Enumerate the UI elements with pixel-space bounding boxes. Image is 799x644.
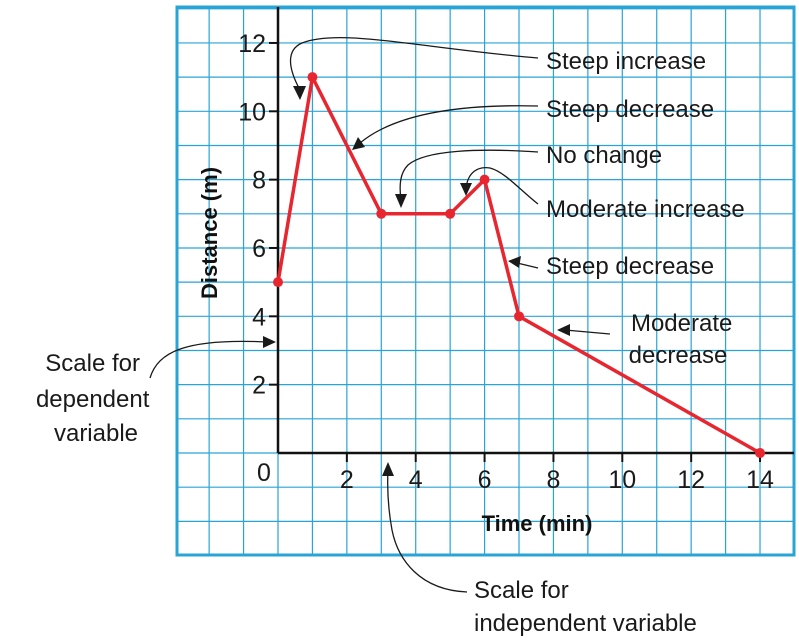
arrow-steep-decrease-1 [359, 105, 539, 144]
y-tick-label: 10 [238, 98, 266, 126]
annotation-moderate-decrease: Moderate decrease [629, 310, 739, 369]
x-tick-label: 0 [257, 459, 271, 487]
grid [177, 7, 794, 555]
x-tick-label: 14 [746, 466, 774, 494]
arrowhead-steep-decrease-2 [508, 256, 521, 268]
series [273, 72, 766, 458]
tick-labels: 2 4 6 8 10 12 0 2 4 6 8 10 12 14 [238, 30, 774, 494]
arrowhead-dependent-scale [263, 336, 276, 348]
y-axis-title: Distance (m) [197, 167, 222, 299]
y-tick-label: 6 [252, 235, 266, 263]
axes [269, 7, 794, 462]
x-axis-title: Time (min) [482, 511, 593, 536]
data-point [307, 72, 318, 83]
annotations: Steep increase Steep decrease No change … [36, 48, 745, 637]
x-tick-label: 8 [546, 466, 560, 494]
arrow-moderate-increase [465, 166, 539, 205]
annotation-steep-decrease-1: Steep decrease [546, 96, 714, 123]
arrowhead-steep-increase [293, 86, 306, 100]
arrow-dependent-scale [149, 340, 269, 379]
annotation-dependent-scale: Scale for dependent variable [36, 350, 156, 447]
annotation-independent-scale: Scale for independent variable [474, 577, 697, 637]
arrow-steep-increase [289, 36, 539, 91]
x-tick-label: 6 [478, 466, 492, 494]
annotation-no-change: No change [546, 142, 662, 169]
annotation-arrowheads [263, 86, 570, 476]
x-tick-label: 12 [677, 466, 705, 494]
arrowhead-independent-scale [382, 462, 394, 476]
arrow-no-change [399, 149, 539, 201]
annotation-arrows [149, 36, 611, 593]
arrowhead-no-change [395, 194, 407, 208]
chart-frame [175, 5, 796, 557]
annotation-moderate-increase: Moderate increase [546, 196, 745, 223]
arrowhead-moderate-increase [460, 183, 472, 196]
arrowhead-steep-decrease-1 [352, 137, 365, 150]
y-tick-label: 2 [252, 372, 266, 400]
data-point [514, 311, 525, 322]
x-tick-label: 2 [340, 466, 354, 494]
arrow-moderate-decrease [564, 329, 611, 335]
arrowhead-moderate-decrease [557, 324, 570, 336]
y-tick-label: 4 [252, 303, 266, 331]
x-tick-label: 4 [409, 466, 423, 494]
data-point [479, 174, 490, 185]
data-point [273, 277, 283, 288]
y-tick-label: 8 [252, 167, 266, 195]
y-tick-label: 12 [238, 30, 266, 58]
data-point [445, 208, 456, 219]
data-point [376, 208, 387, 219]
arrow-independent-scale [386, 469, 468, 593]
annotation-steep-increase: Steep increase [546, 48, 706, 75]
annotation-steep-decrease-2: Steep decrease [546, 253, 714, 280]
data-point [755, 448, 766, 458]
x-tick-label: 10 [608, 466, 636, 494]
